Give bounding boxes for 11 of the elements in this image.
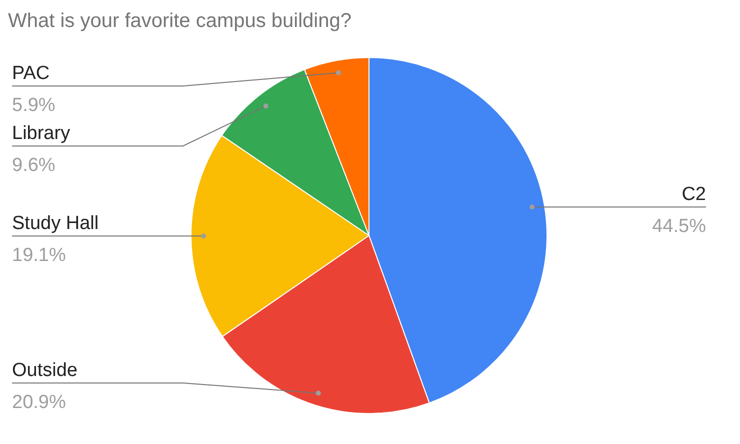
data-label: 20.9% <box>12 392 66 413</box>
chart-title: What is your favorite campus building? <box>8 10 352 32</box>
data-label: 9.6% <box>12 155 56 176</box>
slice-label: C2 <box>682 184 706 206</box>
data-label: 19.1% <box>12 245 66 266</box>
slice-label: Library <box>12 123 71 144</box>
slice-label: Outside <box>12 360 78 381</box>
data-label: 5.9% <box>12 95 56 116</box>
slice-label: Study Hall <box>12 213 99 234</box>
slice-label: PAC <box>12 63 50 84</box>
data-label: 44.5% <box>652 216 706 238</box>
